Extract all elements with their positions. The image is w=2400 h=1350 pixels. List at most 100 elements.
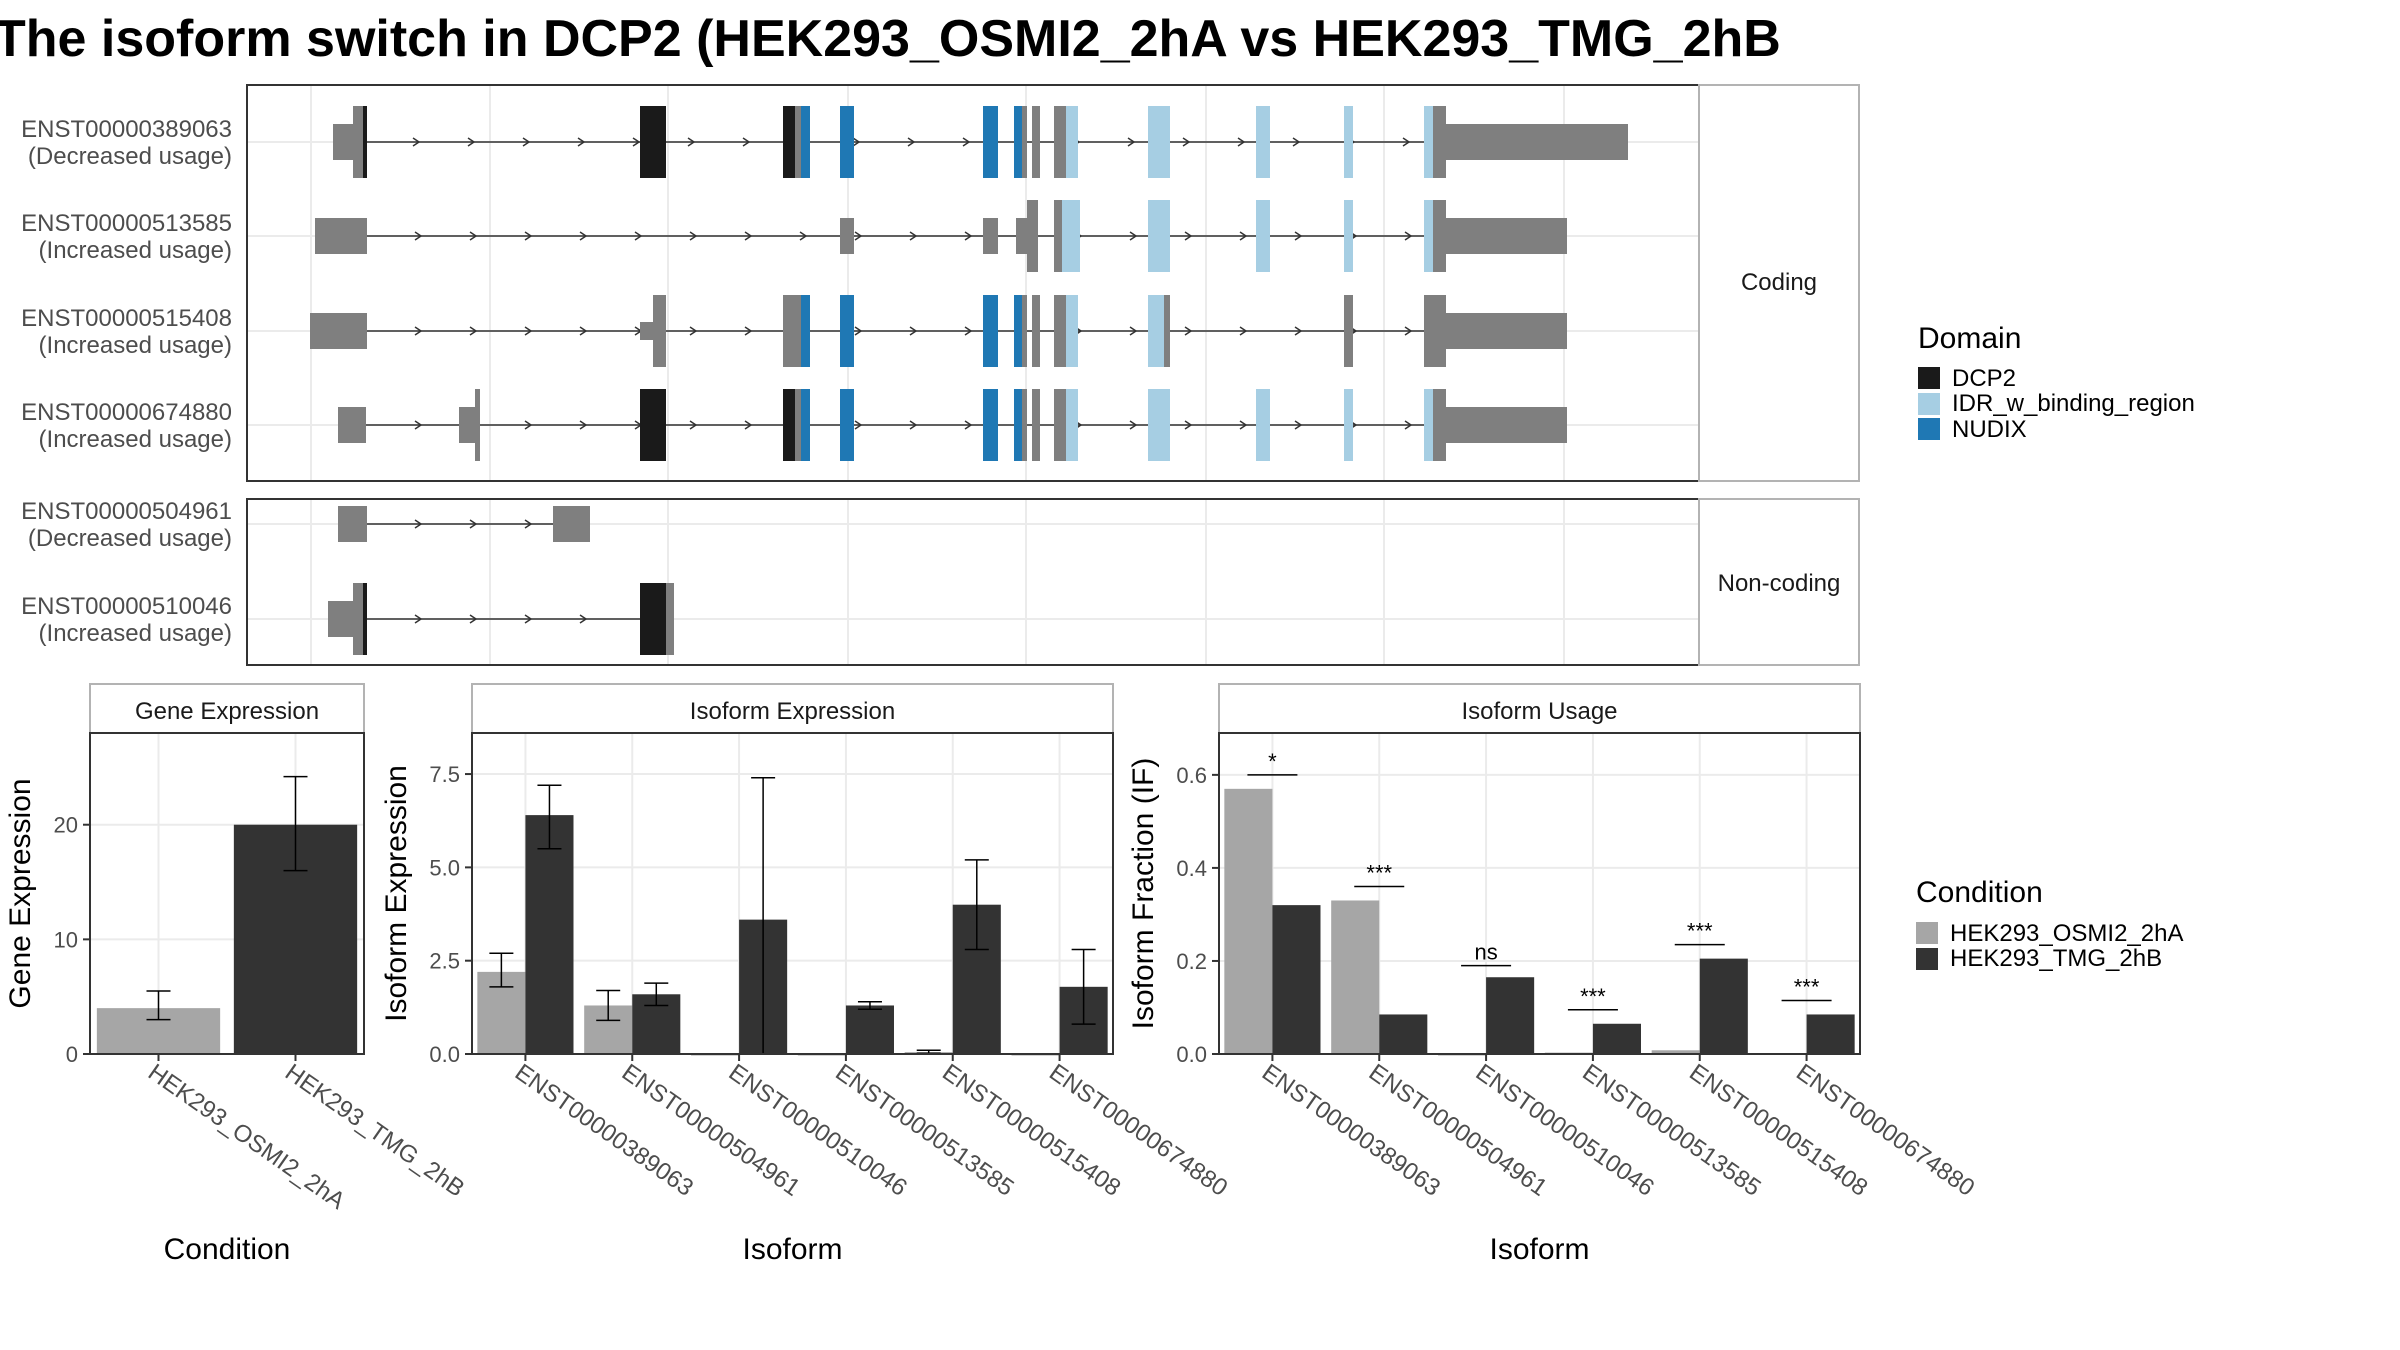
nudix-domain: [983, 389, 998, 461]
strand-arrow: [1239, 231, 1248, 241]
exon: [1433, 389, 1446, 461]
idr-domain: [1344, 200, 1353, 272]
isoform-usage-chart: Isoform Usage****ns*********0.00.20.40.6…: [1127, 683, 1979, 1266]
panel-strip: [1218, 683, 1861, 734]
exon: [1054, 106, 1066, 178]
strand-arrow: [632, 137, 641, 147]
nudix-domain: [840, 106, 854, 178]
strand-arrow: [852, 137, 861, 147]
bar: [1272, 905, 1321, 1054]
exon: [1344, 295, 1353, 367]
strand-arrow: [1129, 326, 1138, 336]
exon: [1022, 106, 1027, 178]
idr-domain: [1148, 389, 1170, 461]
exon: [795, 295, 801, 367]
exon: [1027, 200, 1038, 272]
transcript-id-label: ENST00000513585: [21, 210, 232, 237]
strand-arrow: [854, 231, 863, 241]
nudix-domain: [801, 389, 810, 461]
nudix-domain: [840, 389, 854, 461]
exon: [328, 601, 356, 637]
nudix-domain: [840, 295, 854, 367]
strand-arrow: [854, 326, 863, 336]
strand-arrow: [1294, 231, 1303, 241]
strand-arrow: [469, 231, 478, 241]
strand-arrow: [964, 420, 973, 430]
dcp2-domain: [783, 389, 795, 461]
exon: [315, 218, 367, 254]
strand-arrow: [469, 326, 478, 336]
dcp2-domain: [363, 106, 367, 178]
y-tick-label: 0.0: [1176, 1042, 1207, 1067]
legend-label-idr: IDR_w_binding_region: [1952, 390, 2195, 417]
significance-label: *: [1268, 749, 1277, 774]
transcript-id-label: ENST00000510046: [21, 593, 232, 620]
panel-strip-label: Isoform Expression: [690, 698, 895, 725]
strand-arrow: [854, 420, 863, 430]
figure-title: The isoform switch in DCP2 (HEK293_OSMI2…: [0, 10, 1781, 68]
strand-arrow: [579, 614, 588, 624]
strand-arrow: [909, 326, 918, 336]
strand-arrow: [1184, 420, 1193, 430]
strand-arrow: [744, 231, 753, 241]
exon: [1433, 106, 1446, 178]
strand-arrow: [1292, 137, 1301, 147]
strand-arrow: [964, 231, 973, 241]
strand-arrow: [414, 420, 423, 430]
nudix-domain: [1014, 389, 1022, 461]
strand-arrow: [1294, 420, 1303, 430]
strand-arrow: [689, 420, 698, 430]
idr-domain: [1424, 389, 1433, 461]
exon: [1446, 313, 1567, 349]
panel-border: [471, 732, 1114, 1055]
panel-strip: [89, 683, 365, 734]
idr-domain: [1148, 106, 1170, 178]
y-tick-label: 20: [54, 813, 78, 838]
significance-label: ***: [1687, 919, 1713, 944]
strand-arrow: [964, 326, 973, 336]
noncoding-tracks: [328, 506, 674, 655]
bar: [1331, 900, 1380, 1054]
strand-arrow: [1404, 326, 1413, 336]
transcript-model: [338, 389, 1567, 461]
coding-strip: [1698, 84, 1860, 482]
strand-arrow: [579, 326, 588, 336]
strand-arrow: [469, 614, 478, 624]
strand-arrow: [524, 420, 533, 430]
exon: [783, 295, 795, 367]
strand-arrow: [1237, 137, 1246, 147]
transcript-usage-label: (Decreased usage): [28, 525, 232, 552]
x-tick-label: ENST00000389063: [1257, 1059, 1445, 1202]
idr-domain: [1424, 200, 1433, 272]
plot-background: [1219, 733, 1860, 1054]
strand-arrow: [1127, 137, 1136, 147]
dcp2-domain: [640, 389, 666, 461]
exon: [666, 583, 674, 655]
x-tick-label: ENST00000504961: [617, 1059, 805, 1202]
strand-arrow: [689, 326, 698, 336]
exon: [475, 389, 480, 461]
x-tick-label: ENST00000513585: [1577, 1059, 1765, 1202]
strand-arrow: [524, 326, 533, 336]
x-tick-label: ENST00000510046: [1471, 1059, 1659, 1202]
nudix-domain: [801, 295, 810, 367]
transcript-usage-label: (Increased usage): [39, 332, 232, 359]
panel-border: [1218, 732, 1861, 1055]
x-tick-label: ENST00000510046: [724, 1059, 912, 1202]
strand-arrow: [577, 137, 586, 147]
strand-arrow: [579, 420, 588, 430]
legend-label-tmg: HEK293_TMG_2hB: [1950, 945, 2162, 972]
strand-arrow: [744, 326, 753, 336]
exon: [353, 106, 363, 178]
x-tick-label: ENST00000389063: [510, 1059, 698, 1202]
legend-label-osmi2: HEK293_OSMI2_2hA: [1950, 920, 2183, 947]
bar: [1486, 977, 1535, 1054]
transcript-model: [315, 200, 1567, 272]
transcript-usage-label: (Decreased usage): [28, 143, 232, 170]
legend-key-dcp2: [1918, 367, 1940, 389]
exon: [640, 322, 653, 340]
y-tick-label: 2.5: [429, 949, 460, 974]
bar: [1592, 1023, 1641, 1054]
y-tick-label: 0.0: [429, 1042, 460, 1067]
strand-arrow: [414, 614, 423, 624]
